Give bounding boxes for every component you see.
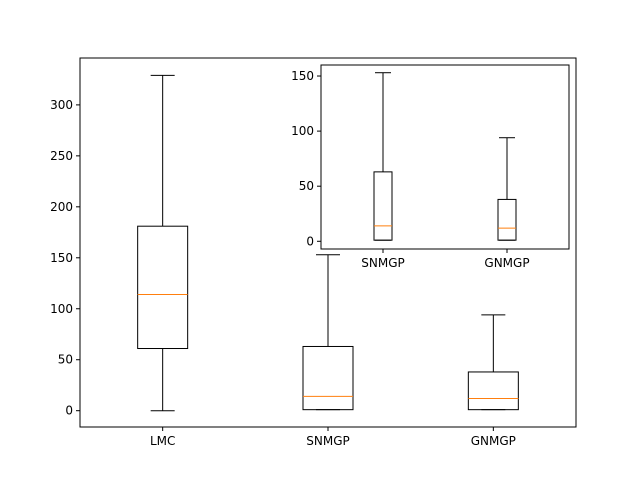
main-xtick-label: GNMGP (471, 434, 516, 448)
inset-box-snmgp (373, 171, 393, 241)
inset-plot: 0 50 100 150 SNMGP GNMGP (291, 64, 570, 270)
main-ytick-label: 100 (50, 302, 73, 316)
main-box-snmgp (302, 345, 354, 411)
inset-box-gnmgp (497, 198, 517, 241)
main-ytick-label: 250 (50, 149, 73, 163)
main-ytick-label: 0 (65, 404, 73, 418)
main-ytick-label: 150 (50, 251, 73, 265)
main-ytick-label: 50 (58, 353, 73, 367)
inset-ytick-label: 100 (291, 124, 314, 138)
inset-xtick-label: GNMGP (484, 256, 529, 270)
inset-ytick-label: 0 (306, 234, 314, 248)
main-xtick-label: SNMGP (306, 434, 349, 448)
main-box-gnmgp (467, 371, 519, 411)
main-xtick-label: LMC (150, 434, 175, 448)
inset-axes-frame (320, 64, 570, 250)
main-box-lmc (137, 225, 189, 350)
inset-ytick-label: 50 (299, 179, 314, 193)
main-ytick-label: 200 (50, 200, 73, 214)
inset-xtick-label: SNMGP (361, 256, 404, 270)
main-ytick-label: 300 (50, 98, 73, 112)
inset-ytick-label: 150 (291, 69, 314, 83)
